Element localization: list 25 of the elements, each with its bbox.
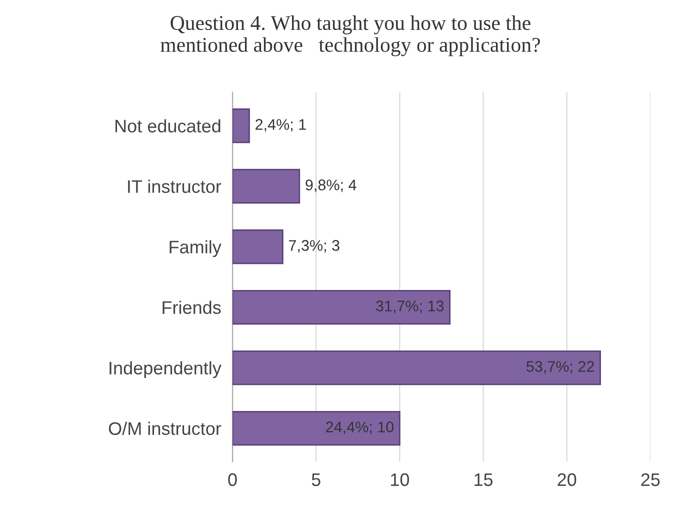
data-label: 24,4%; 10 [326, 422, 394, 434]
bar [232, 168, 300, 204]
y-tick-label: Friends [162, 300, 221, 314]
y-tick-label: Not educated [116, 119, 220, 132]
x-tick-label: 0 [228, 473, 237, 486]
data-label: 53,7%; 22 [526, 361, 594, 374]
x-tick-label: 10 [391, 473, 410, 486]
data-label: 7,3%; 3 [289, 240, 340, 253]
bar [232, 229, 284, 264]
bar [232, 108, 250, 144]
y-tick-label: IT instructor [128, 180, 222, 193]
y-tick-label: Independently [110, 361, 222, 378]
x-tick-label: 25 [641, 473, 660, 486]
x-tick-label: 5 [312, 473, 320, 486]
y-tick-label: O/M instructor [108, 422, 222, 435]
data-label: 2,4%; 1 [256, 119, 306, 132]
data-label: 31,7%; 13 [376, 300, 444, 314]
bar [232, 410, 400, 446]
y-tick-label: Family [170, 240, 222, 258]
x-tick-label: 15 [474, 473, 493, 486]
chart-title: Question 4. Who taught you how to use the mentioned above technology or application? [160, 15, 540, 56]
bar [232, 290, 451, 325]
x-tick-label: 20 [558, 473, 576, 486]
data-label: 9,8%; 4 [306, 180, 356, 192]
bar [232, 350, 601, 386]
